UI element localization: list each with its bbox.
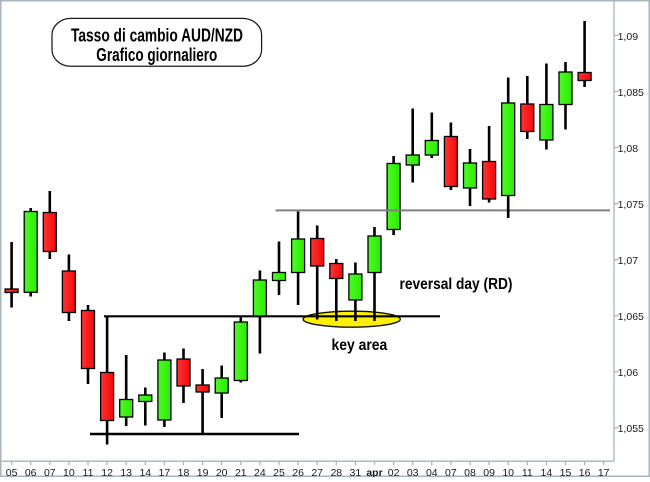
svg-text:1,08: 1,08 (618, 143, 639, 155)
svg-text:08: 08 (464, 467, 476, 477)
svg-text:17: 17 (159, 467, 171, 477)
svg-text:apr: apr (366, 467, 382, 477)
svg-text:10: 10 (502, 467, 514, 477)
svg-text:25: 25 (273, 467, 285, 477)
svg-text:28: 28 (330, 467, 342, 477)
svg-text:21: 21 (235, 467, 247, 477)
svg-text:07: 07 (44, 467, 56, 477)
svg-text:05: 05 (6, 467, 18, 477)
svg-text:1,055: 1,055 (618, 423, 644, 435)
svg-text:31: 31 (350, 467, 362, 477)
svg-text:19: 19 (197, 467, 209, 477)
svg-text:14: 14 (139, 467, 151, 477)
svg-text:16: 16 (579, 467, 591, 477)
svg-text:1,075: 1,075 (618, 199, 644, 211)
svg-text:11: 11 (83, 467, 94, 477)
svg-text:1,065: 1,065 (618, 311, 644, 323)
svg-text:10: 10 (63, 467, 75, 477)
svg-text:17: 17 (598, 467, 610, 477)
svg-text:27: 27 (311, 467, 323, 477)
svg-text:18: 18 (178, 467, 190, 477)
svg-text:1,09: 1,09 (618, 31, 639, 43)
svg-text:1,085: 1,085 (618, 87, 644, 99)
svg-text:04: 04 (426, 467, 438, 477)
svg-text:15: 15 (560, 467, 572, 477)
svg-text:20: 20 (216, 467, 228, 477)
svg-text:07: 07 (445, 467, 457, 477)
svg-text:key area: key area (332, 337, 388, 354)
svg-text:11: 11 (522, 467, 533, 477)
svg-text:14: 14 (541, 467, 553, 477)
svg-text:13: 13 (120, 467, 132, 477)
svg-text:reversal day (RD): reversal day (RD) (400, 276, 513, 293)
svg-text:02: 02 (388, 467, 400, 477)
svg-text:Tasso di cambio AUD/NZD: Tasso di cambio AUD/NZD (71, 25, 243, 46)
svg-text:03: 03 (407, 467, 419, 477)
svg-text:09: 09 (483, 467, 495, 477)
svg-text:26: 26 (292, 467, 304, 477)
svg-text:1,07: 1,07 (618, 255, 639, 267)
svg-text:1,06: 1,06 (618, 367, 639, 379)
svg-text:06: 06 (25, 467, 37, 477)
svg-text:Grafico giornaliero: Grafico giornaliero (96, 44, 217, 65)
svg-text:24: 24 (254, 467, 266, 477)
svg-text:12: 12 (101, 467, 113, 477)
